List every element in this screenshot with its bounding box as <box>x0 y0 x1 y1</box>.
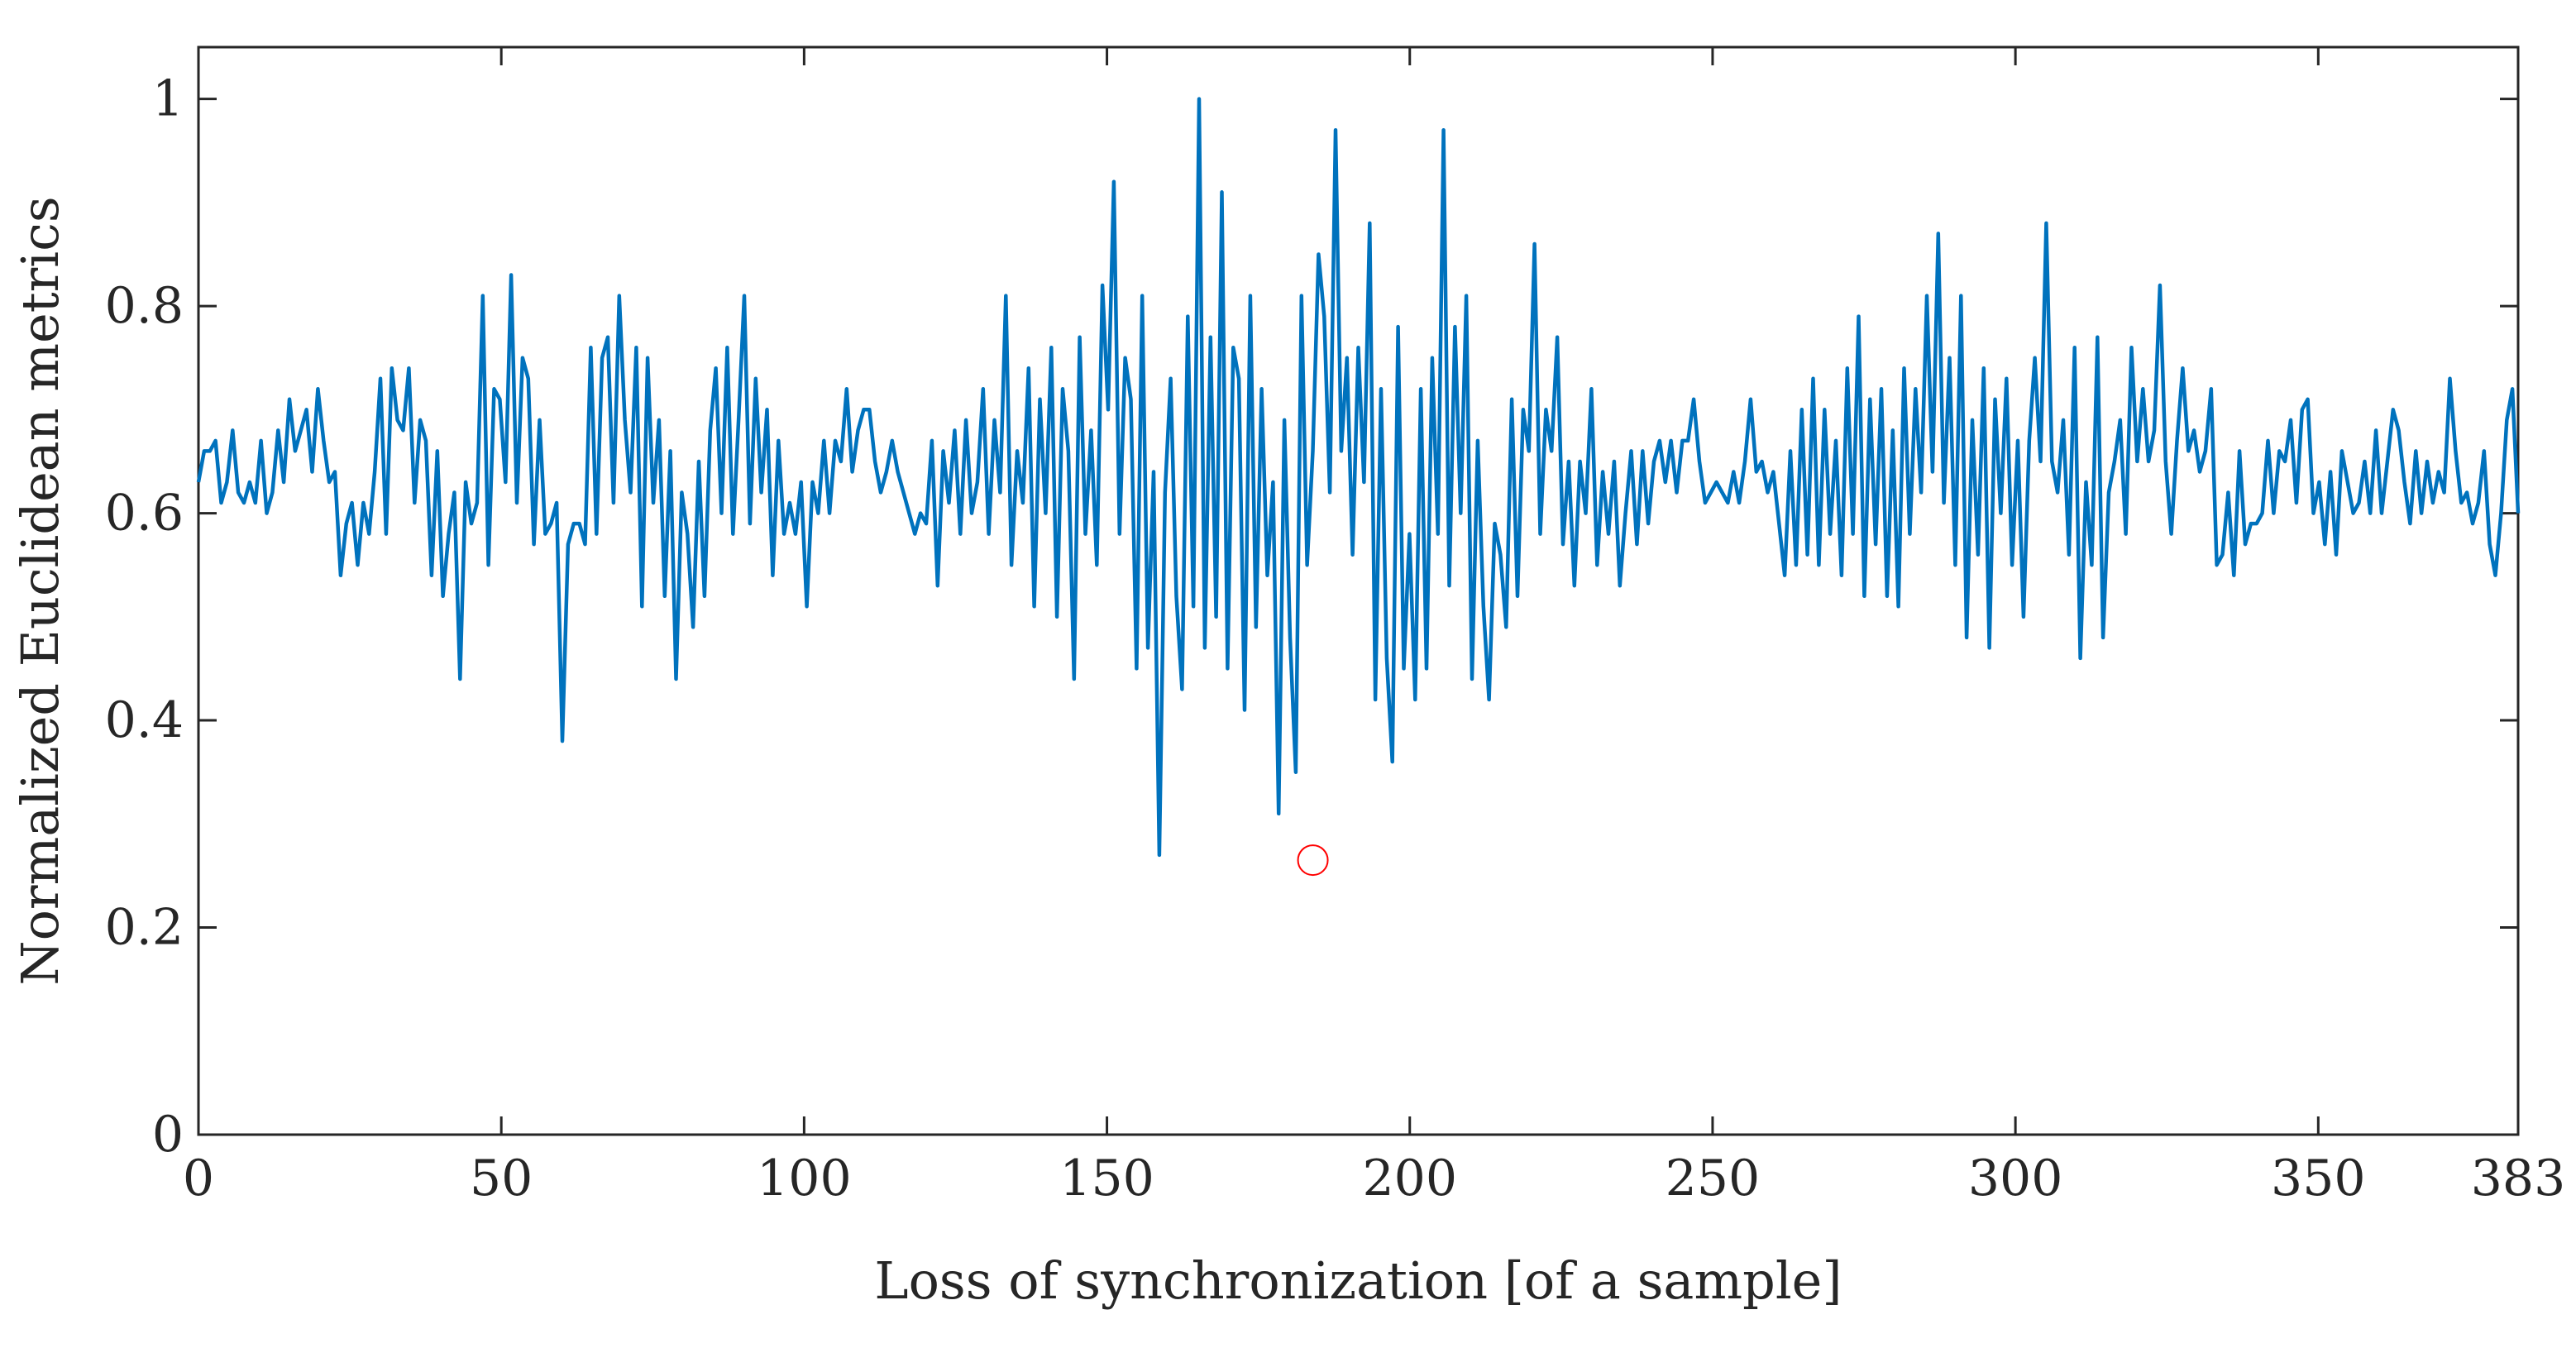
y-axis-label: Normalized Euclidean metrics <box>10 196 70 985</box>
y-tick-label: 0.8 <box>105 277 184 335</box>
y-tick-label: 0 <box>152 1106 184 1164</box>
x-tick-label: 300 <box>1968 1150 2063 1207</box>
axis-ticks <box>197 47 2520 1136</box>
y-tick-label: 0.2 <box>105 899 184 957</box>
x-axis-label: Loss of synchronization [of a sample] <box>874 1250 1842 1311</box>
minimum-marker <box>1297 844 1329 877</box>
axes-box <box>197 45 2520 1136</box>
x-tick-label: 200 <box>1362 1150 1457 1207</box>
plot-area <box>197 45 2520 1136</box>
x-tick-label: 150 <box>1059 1150 1154 1207</box>
x-tick-label: 0 <box>183 1150 214 1207</box>
y-tick-label: 0.4 <box>105 691 184 749</box>
series-line <box>196 97 2521 858</box>
y-tick-label: 1 <box>152 70 184 128</box>
y-tick-label: 0.6 <box>105 485 184 543</box>
x-tick-label: 100 <box>757 1150 852 1207</box>
x-tick-label: 250 <box>1666 1150 1761 1207</box>
x-tick-label: 350 <box>2271 1150 2366 1207</box>
x-tick-label: 50 <box>470 1150 533 1207</box>
axis-tick-labels: 0 50 100 150 200 250 300 350 383 0 0.2 0.4 0.6 0.8 1 <box>105 70 2566 1207</box>
x-tick-label: 383 <box>2471 1150 2566 1207</box>
